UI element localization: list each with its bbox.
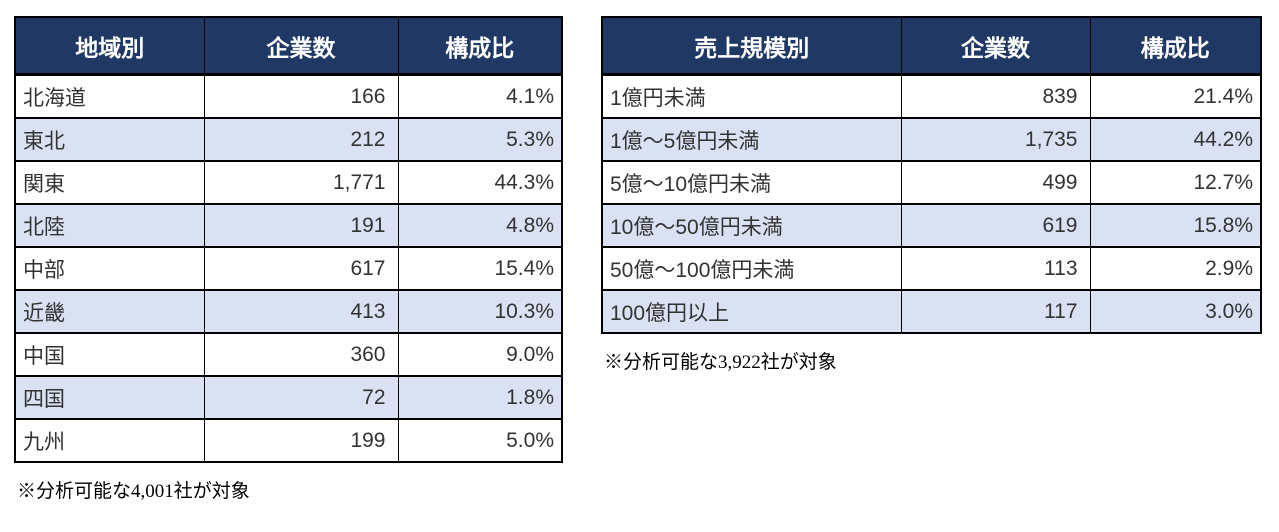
table-row: 中国 360 9.0%: [14, 332, 563, 377]
company-count-cell: 113: [900, 246, 1091, 291]
region-table-footnote: ※分析可能な4,001社が対象: [17, 481, 250, 502]
company-count-cell: 619: [900, 203, 1091, 248]
header-row: 地域別 企業数 構成比: [14, 16, 563, 76]
company-count-cell: 617: [203, 246, 399, 291]
table-row: 1億〜5億円未満 1,735 44.2%: [601, 117, 1262, 162]
column-header-composition-ratio: 構成比: [1089, 16, 1262, 76]
composition-ratio-cell: 1.8%: [397, 375, 563, 420]
table-row: 中部 617 15.4%: [14, 246, 563, 291]
row-label-cell: 九州: [14, 418, 205, 463]
region-table-body: 北海道 166 4.1% 東北 212 5.3% 関東 1,771 44.3% 北陸 191 4.8%…: [14, 73, 563, 463]
sales-scale-table-body: 1億円未満 839 21.4% 1億〜5億円未満 1,735 44.2% 5億〜10億円未満…: [601, 73, 1262, 334]
row-label-cell: 5億〜10億円未満: [601, 160, 902, 205]
composition-ratio-cell: 44.2%: [1089, 117, 1262, 162]
composition-ratio-cell: 15.4%: [397, 246, 563, 291]
row-label-cell: 四国: [14, 375, 205, 420]
company-count-cell: 212: [203, 117, 399, 162]
header-row: 売上規模別 企業数 構成比: [601, 16, 1262, 76]
composition-ratio-cell: 44.3%: [397, 160, 563, 205]
table-row: 北陸 191 4.8%: [14, 203, 563, 248]
row-label-cell: 100億円以上: [601, 289, 902, 334]
table-row: 100億円以上 117 3.0%: [601, 289, 1262, 334]
column-header-company-count: 企業数: [203, 16, 399, 76]
composition-ratio-cell: 10.3%: [397, 289, 563, 334]
table-row: 1億円未満 839 21.4%: [601, 73, 1262, 119]
table-row: 10億〜50億円未満 619 15.8%: [601, 203, 1262, 248]
region-table-section: 地域別 企業数 構成比 北海道 166 4.1% 東北 212 5.3% 関東 1,771 44…: [14, 16, 563, 503]
row-label-cell: 10億〜50億円未満: [601, 203, 902, 248]
composition-ratio-cell: 15.8%: [1089, 203, 1262, 248]
table-row: 関東 1,771 44.3%: [14, 160, 563, 205]
row-label-cell: 北海道: [14, 73, 205, 119]
region-table: 地域別 企業数 構成比 北海道 166 4.1% 東北 212 5.3% 関東 1,771 44…: [14, 16, 563, 463]
row-label-cell: 北陸: [14, 203, 205, 248]
table-row: 東北 212 5.3%: [14, 117, 563, 162]
column-header-region: 地域別: [14, 16, 205, 76]
company-count-cell: 499: [900, 160, 1091, 205]
sales-scale-table-footnote: ※分析可能な3,922社が対象: [604, 352, 837, 373]
company-count-cell: 839: [900, 73, 1091, 119]
table-row: 近畿 413 10.3%: [14, 289, 563, 334]
company-count-cell: 166: [203, 73, 399, 119]
column-header-company-count: 企業数: [900, 16, 1091, 76]
company-count-cell: 1,735: [900, 117, 1091, 162]
row-label-cell: 中部: [14, 246, 205, 291]
row-label-cell: 1億円未満: [601, 73, 902, 119]
composition-ratio-cell: 4.8%: [397, 203, 563, 248]
region-table-header: 地域別 企業数 構成比: [14, 16, 563, 76]
table-row: 四国 72 1.8%: [14, 375, 563, 420]
composition-ratio-cell: 4.1%: [397, 73, 563, 119]
composition-ratio-cell: 5.0%: [397, 418, 563, 463]
company-count-cell: 117: [900, 289, 1091, 334]
row-label-cell: 近畿: [14, 289, 205, 334]
composition-ratio-cell: 5.3%: [397, 117, 563, 162]
company-count-cell: 360: [203, 332, 399, 377]
table-row: 50億〜100億円未満 113 2.9%: [601, 246, 1262, 291]
row-label-cell: 中国: [14, 332, 205, 377]
column-header-sales-scale: 売上規模別: [601, 16, 902, 76]
sales-scale-table-section: 売上規模別 企業数 構成比 1億円未満 839 21.4% 1億〜5億円未満 1,735…: [601, 16, 1262, 374]
company-count-cell: 199: [203, 418, 399, 463]
company-count-cell: 72: [203, 375, 399, 420]
composition-ratio-cell: 12.7%: [1089, 160, 1262, 205]
sales-scale-table: 売上規模別 企業数 構成比 1億円未満 839 21.4% 1億〜5億円未満 1,735…: [601, 16, 1262, 334]
table-row: 九州 199 5.0%: [14, 418, 563, 463]
composition-ratio-cell: 2.9%: [1089, 246, 1262, 291]
company-count-cell: 1,771: [203, 160, 399, 205]
table-row: 北海道 166 4.1%: [14, 73, 563, 119]
sales-scale-table-header: 売上規模別 企業数 構成比: [601, 16, 1262, 76]
table-row: 5億〜10億円未満 499 12.7%: [601, 160, 1262, 205]
row-label-cell: 1億〜5億円未満: [601, 117, 902, 162]
row-label-cell: 関東: [14, 160, 205, 205]
composition-ratio-cell: 3.0%: [1089, 289, 1262, 334]
column-header-composition-ratio: 構成比: [397, 16, 563, 76]
composition-ratio-cell: 9.0%: [397, 332, 563, 377]
company-count-cell: 413: [203, 289, 399, 334]
composition-ratio-cell: 21.4%: [1089, 73, 1262, 119]
row-label-cell: 50億〜100億円未満: [601, 246, 902, 291]
row-label-cell: 東北: [14, 117, 205, 162]
company-count-cell: 191: [203, 203, 399, 248]
